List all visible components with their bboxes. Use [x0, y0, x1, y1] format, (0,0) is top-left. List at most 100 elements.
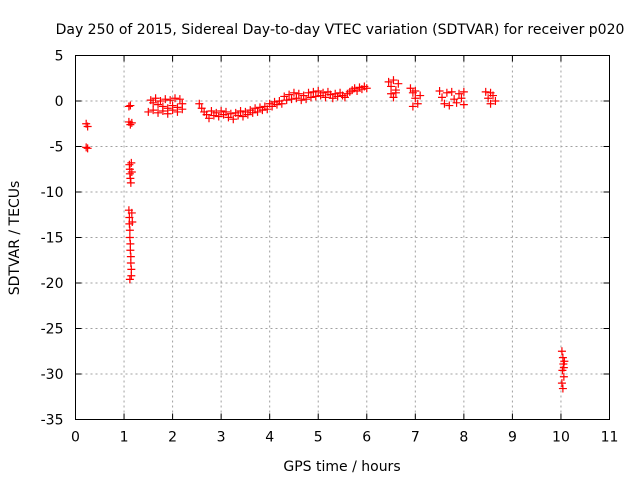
- data-point: [214, 112, 223, 121]
- data-point: [304, 88, 313, 97]
- y-tick-label: -20: [41, 276, 64, 292]
- chart-title: Day 250 of 2015, Sidereal Day-to-day VTE…: [56, 22, 625, 38]
- data-point: [406, 84, 415, 93]
- data-point: [127, 167, 136, 176]
- data-point: [484, 94, 493, 103]
- data-point: [149, 98, 158, 107]
- data-point: [277, 99, 286, 108]
- data-point: [127, 208, 136, 217]
- data-point: [156, 97, 165, 105]
- data-point: [234, 111, 243, 120]
- data-point: [445, 101, 454, 110]
- data-point: [440, 99, 449, 108]
- data-point: [229, 115, 238, 124]
- data-point: [163, 109, 172, 118]
- data-point: [268, 102, 277, 111]
- data-point: [408, 102, 417, 111]
- data-point: [459, 100, 468, 109]
- data-point: [236, 107, 245, 116]
- data-point: [178, 105, 187, 114]
- y-tick-label: -15: [41, 231, 64, 247]
- data-point: [452, 98, 461, 107]
- x-tick-label: 7: [411, 430, 420, 446]
- data-point: [161, 95, 170, 104]
- data-point: [151, 94, 160, 103]
- data-point: [127, 158, 136, 167]
- data-point: [309, 87, 318, 96]
- data-point: [253, 107, 262, 116]
- data-point: [238, 112, 247, 121]
- data-point: [221, 107, 230, 116]
- data-point: [154, 108, 163, 117]
- data-point: [126, 178, 135, 187]
- y-tick-label: -5: [50, 140, 64, 156]
- data-point: [226, 109, 235, 118]
- y-tick-label: -35: [41, 413, 64, 429]
- axis-ticks: 0 1 2 3 4 5 6 7 8 9 10 11 5 0 -5 -10 -15 -20 -25 -30 -35: [41, 49, 619, 446]
- data-point: [168, 106, 177, 115]
- data-point: [411, 94, 420, 103]
- data-point: [144, 107, 153, 116]
- data-point: [124, 102, 133, 111]
- data-point: [459, 87, 468, 96]
- data-point: [127, 271, 136, 280]
- data-point: [195, 99, 204, 108]
- data-point: [294, 89, 303, 98]
- data-point: [435, 86, 444, 95]
- data-point: [486, 99, 495, 108]
- data-point: [557, 347, 566, 356]
- x-tick-label: 9: [508, 430, 517, 446]
- data-point: [481, 87, 490, 96]
- y-tick-label: -30: [41, 367, 64, 383]
- data-point: [126, 101, 135, 110]
- x-axis-label: GPS time / hours: [283, 459, 400, 475]
- data-point: [166, 96, 175, 105]
- x-tick-label: 0: [71, 430, 80, 446]
- data-point: [384, 77, 393, 86]
- data-point: [362, 84, 371, 93]
- data-point: [558, 384, 567, 393]
- x-tick-label: 8: [459, 430, 468, 446]
- data-point: [263, 105, 272, 114]
- data-point: [491, 97, 500, 105]
- data-point: [297, 96, 306, 105]
- data-point: [83, 144, 92, 153]
- y-tick-label: -10: [41, 185, 64, 201]
- data-point: [126, 120, 135, 129]
- x-tick-label: 3: [217, 430, 226, 446]
- data-point: [416, 91, 425, 100]
- data-point: [387, 82, 396, 91]
- data-point: [306, 93, 315, 102]
- data-point: [438, 93, 447, 102]
- x-tick-label: 5: [314, 430, 323, 446]
- data-point: [205, 114, 213, 123]
- x-tick-label: 11: [601, 430, 619, 446]
- x-tick-label: 2: [168, 430, 177, 446]
- data-point: [319, 88, 328, 97]
- data-point: [455, 89, 464, 98]
- data-point: [411, 86, 420, 95]
- plot-area-frame: [75, 55, 610, 420]
- data-point: [457, 94, 466, 103]
- y-tick-label: 0: [55, 94, 64, 110]
- data-point: [248, 108, 257, 117]
- x-tick-label: 6: [362, 430, 371, 446]
- data-point: [125, 226, 134, 235]
- data-point: [82, 143, 91, 152]
- x-tick-label: 4: [265, 430, 274, 446]
- data-point: [321, 93, 330, 102]
- data-point: [557, 379, 566, 388]
- data-point: [175, 95, 184, 104]
- data-point: [442, 88, 451, 97]
- data-point: [149, 106, 158, 115]
- data-point: [328, 94, 337, 103]
- data-point: [282, 96, 291, 105]
- data-point: [287, 95, 296, 104]
- data-point: [302, 95, 311, 104]
- y-tick-label: 5: [55, 49, 64, 65]
- data-point: [560, 357, 569, 366]
- data-point: [394, 79, 403, 88]
- data-point: [314, 86, 323, 95]
- data-point: [207, 107, 216, 116]
- data-point: [125, 275, 134, 284]
